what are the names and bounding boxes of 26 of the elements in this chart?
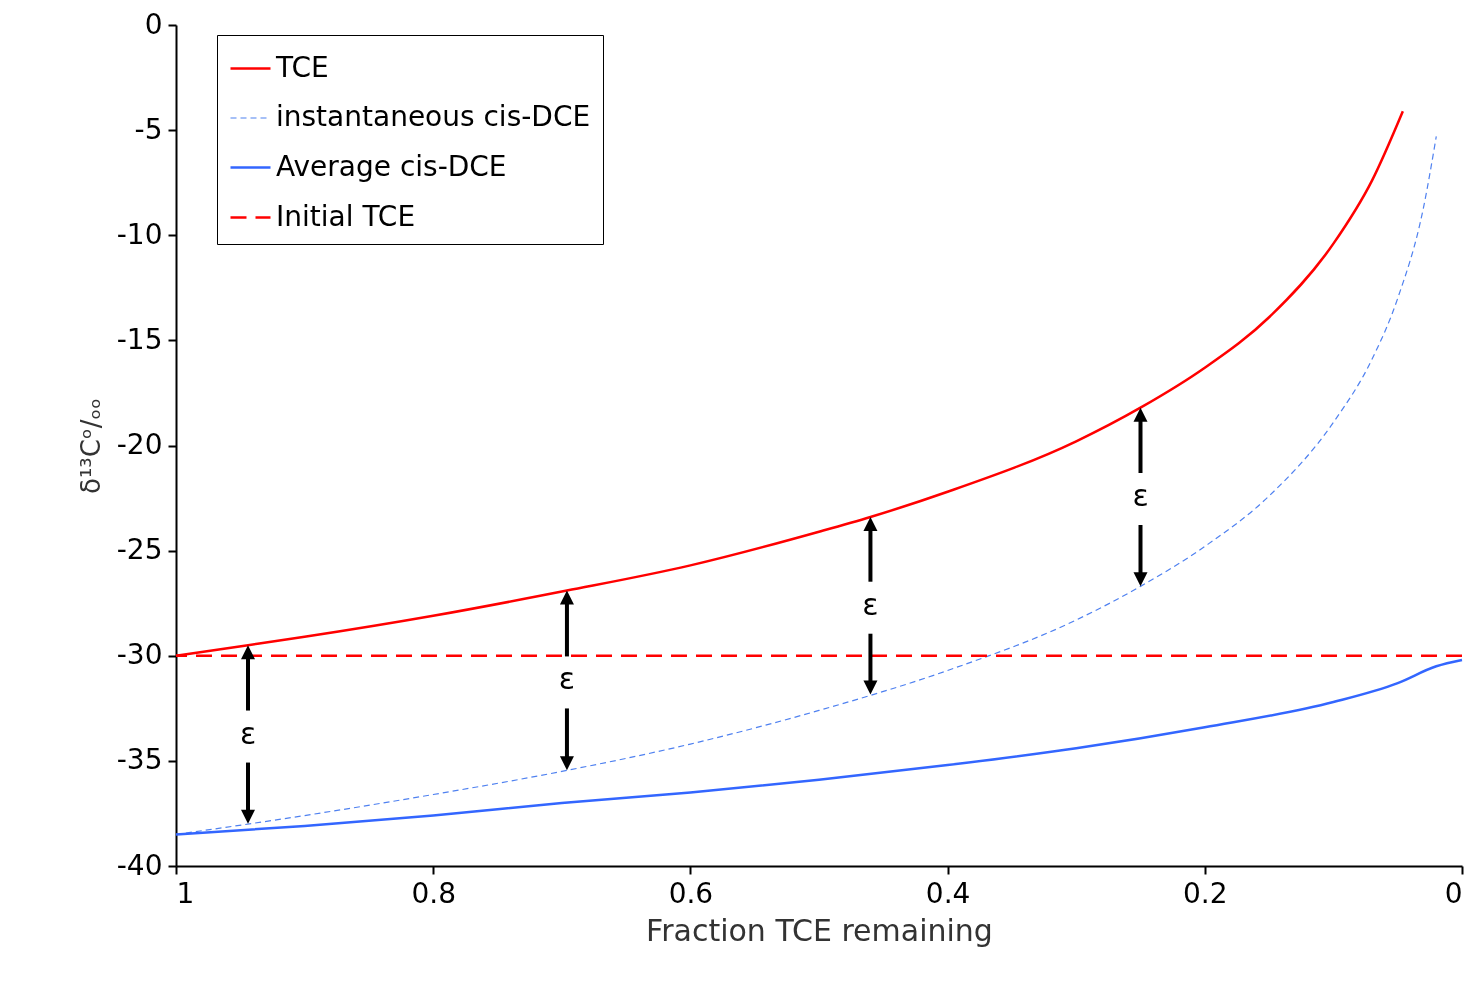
- x-tick-label: 0.2: [1183, 876, 1228, 910]
- annotation: ε: [558, 661, 576, 697]
- x-tick-label: 1: [176, 876, 195, 910]
- x-tick-label: 0.6: [668, 876, 714, 910]
- annotation: ε: [239, 715, 257, 751]
- y-axis-title: δ¹³Cᵒ/ₒₒ: [75, 398, 106, 494]
- y-tick-label: -20: [116, 428, 163, 461]
- legend-label: Initial TCE: [276, 199, 416, 233]
- y-tick-label: -35: [116, 743, 163, 777]
- x-tick-label: 0.8: [411, 876, 456, 910]
- y-tick-label: -25: [116, 533, 163, 567]
- legend-label: TCE: [275, 50, 329, 84]
- annotation: ε: [1132, 478, 1149, 514]
- legend-label: instantaneous cis-DCE: [276, 100, 591, 133]
- annotation: ε: [862, 586, 879, 622]
- y-tick-label: -5: [134, 112, 163, 146]
- y-tick-label: -15: [116, 322, 163, 356]
- y-tick-label: -40: [116, 848, 163, 882]
- x-tick-label: 0: [1444, 876, 1463, 910]
- x-axis-title: Fraction TCE remaining: [646, 912, 993, 948]
- y-tick-label: -30: [116, 638, 163, 672]
- y-tick-label: 0: [144, 7, 163, 41]
- x-tick-label: 0.4: [925, 876, 971, 910]
- legend-label: Average cis-DCE: [276, 149, 507, 183]
- line-series: [174, 658, 1464, 836]
- y-tick-label: -10: [116, 217, 163, 251]
